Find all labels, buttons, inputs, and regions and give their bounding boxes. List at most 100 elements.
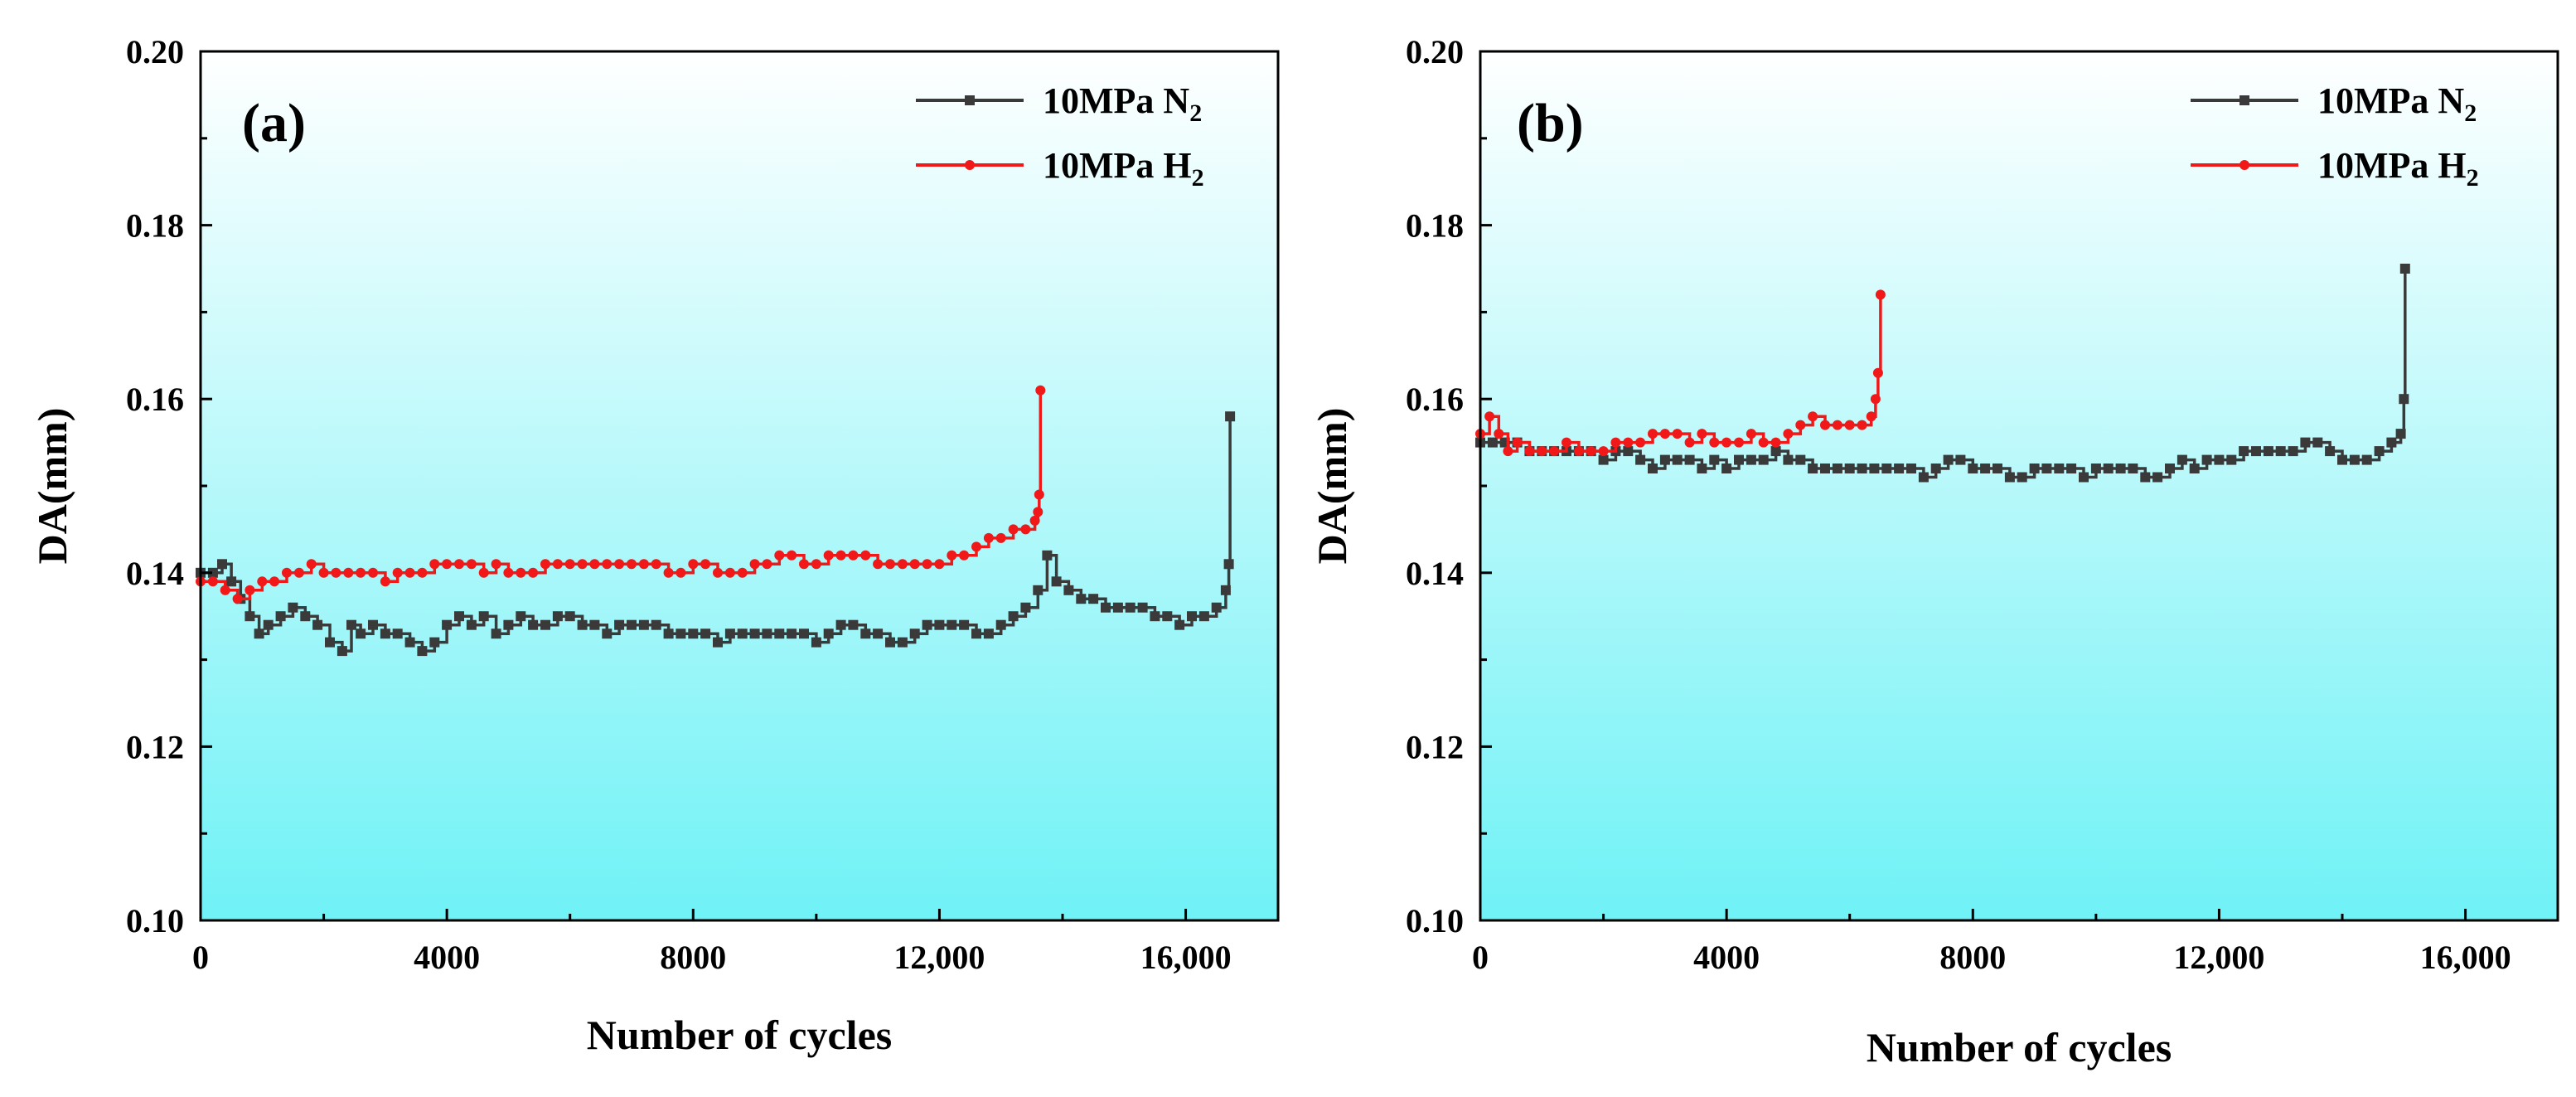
- data-point: [922, 559, 932, 570]
- data-point: [1573, 446, 1584, 457]
- data-point: [1697, 429, 1707, 439]
- data-point: [2103, 464, 2114, 473]
- data-point: [1857, 464, 1867, 473]
- data-point: [1832, 420, 1842, 430]
- data-point: [220, 585, 230, 595]
- data-point: [1586, 446, 1596, 457]
- data-point: [564, 611, 575, 622]
- data-point: [2079, 472, 2089, 483]
- data-point: [1598, 446, 1609, 457]
- data-point: [651, 559, 661, 570]
- data-point: [663, 629, 674, 639]
- data-point: [1512, 437, 1523, 448]
- data-point: [602, 629, 613, 639]
- data-point: [2054, 464, 2065, 473]
- data-point: [1672, 454, 1683, 465]
- data-point: [1918, 472, 1929, 483]
- data-point: [226, 576, 237, 587]
- y-axis-title: DA(mm): [1309, 408, 1355, 565]
- data-point: [356, 629, 366, 639]
- data-point: [2349, 454, 2360, 465]
- y-tick-label: 0.18: [126, 207, 184, 245]
- data-point: [1033, 585, 1043, 595]
- data-point: [2115, 464, 2126, 473]
- data-point: [1487, 437, 1498, 448]
- data-point: [540, 559, 550, 570]
- data-point: [417, 567, 428, 578]
- data-point: [947, 619, 957, 630]
- data-point: [1795, 454, 1806, 465]
- data-point: [207, 576, 218, 587]
- data-point: [1020, 602, 1031, 613]
- panel-label: (a): [242, 93, 306, 153]
- data-point: [1930, 464, 1941, 473]
- data-point: [823, 550, 834, 561]
- data-point: [1734, 454, 1744, 465]
- data-point: [1844, 420, 1855, 430]
- data-point: [254, 629, 264, 639]
- series-layer: [1475, 264, 2410, 483]
- data-point: [1980, 464, 1991, 473]
- legend-marker-n2: [965, 95, 975, 105]
- data-point: [1112, 602, 1123, 613]
- data-point: [675, 567, 686, 578]
- x-tick-label: 4000: [1693, 939, 1760, 976]
- data-point: [589, 619, 600, 630]
- x-axis-title: Number of cycles: [587, 1012, 892, 1058]
- data-point: [700, 629, 711, 639]
- data-point: [934, 559, 945, 570]
- data-point: [1808, 464, 1818, 473]
- data-point: [331, 567, 341, 578]
- data-point: [1223, 559, 1234, 570]
- data-point: [1187, 611, 1197, 622]
- data-point: [614, 559, 625, 570]
- data-point: [1968, 464, 1978, 473]
- data-point: [2263, 446, 2273, 457]
- data-point: [688, 559, 699, 570]
- data-point: [1721, 464, 1732, 473]
- legend-label-n2-sub: 2: [1189, 100, 1202, 127]
- data-point: [2140, 472, 2151, 483]
- data-point: [995, 532, 1006, 543]
- data-point: [2152, 472, 2163, 483]
- data-point: [885, 559, 895, 570]
- data-point: [1524, 446, 1535, 457]
- data-point: [614, 619, 625, 630]
- series-h2: [1475, 289, 1886, 457]
- ticks-layer: 0 4000 8000 12,000 16,000 0.10 0.12 0.14 0.16 0.1…: [126, 33, 1232, 976]
- data-point: [2386, 437, 2397, 448]
- data-point: [404, 567, 415, 578]
- data-point: [288, 602, 298, 613]
- y-tick-label: 0.12: [126, 728, 184, 765]
- data-point: [2395, 429, 2406, 439]
- data-point: [860, 550, 871, 561]
- data-point: [1746, 454, 1756, 465]
- y-tick-label: 0.14: [126, 555, 184, 592]
- series-layer: [196, 385, 1236, 657]
- y-tick-label: 0.12: [1406, 728, 1464, 765]
- data-point: [1758, 437, 1769, 448]
- data-point: [762, 629, 772, 639]
- data-point: [442, 619, 453, 630]
- data-point: [1598, 454, 1609, 465]
- legend-entry-h2: 10MPa H2: [2191, 145, 2479, 192]
- data-point: [823, 629, 834, 639]
- data-point: [638, 559, 649, 570]
- data-point: [245, 585, 255, 595]
- data-point: [516, 567, 526, 578]
- data-point: [2288, 446, 2298, 457]
- data-point: [2189, 464, 2200, 473]
- legend-entry-n2: 10MPa N2: [916, 80, 1202, 127]
- data-point: [922, 619, 932, 630]
- data-point: [2201, 454, 2212, 465]
- legend-marker-h2: [2239, 160, 2249, 170]
- data-point: [1033, 507, 1043, 517]
- data-point: [1042, 550, 1053, 561]
- x-tick-label: 16,000: [1140, 939, 1232, 976]
- data-point: [491, 559, 501, 570]
- data-point: [503, 567, 514, 578]
- data-point: [1125, 602, 1135, 613]
- data-point: [959, 550, 970, 561]
- data-point: [724, 629, 735, 639]
- data-point: [380, 576, 390, 587]
